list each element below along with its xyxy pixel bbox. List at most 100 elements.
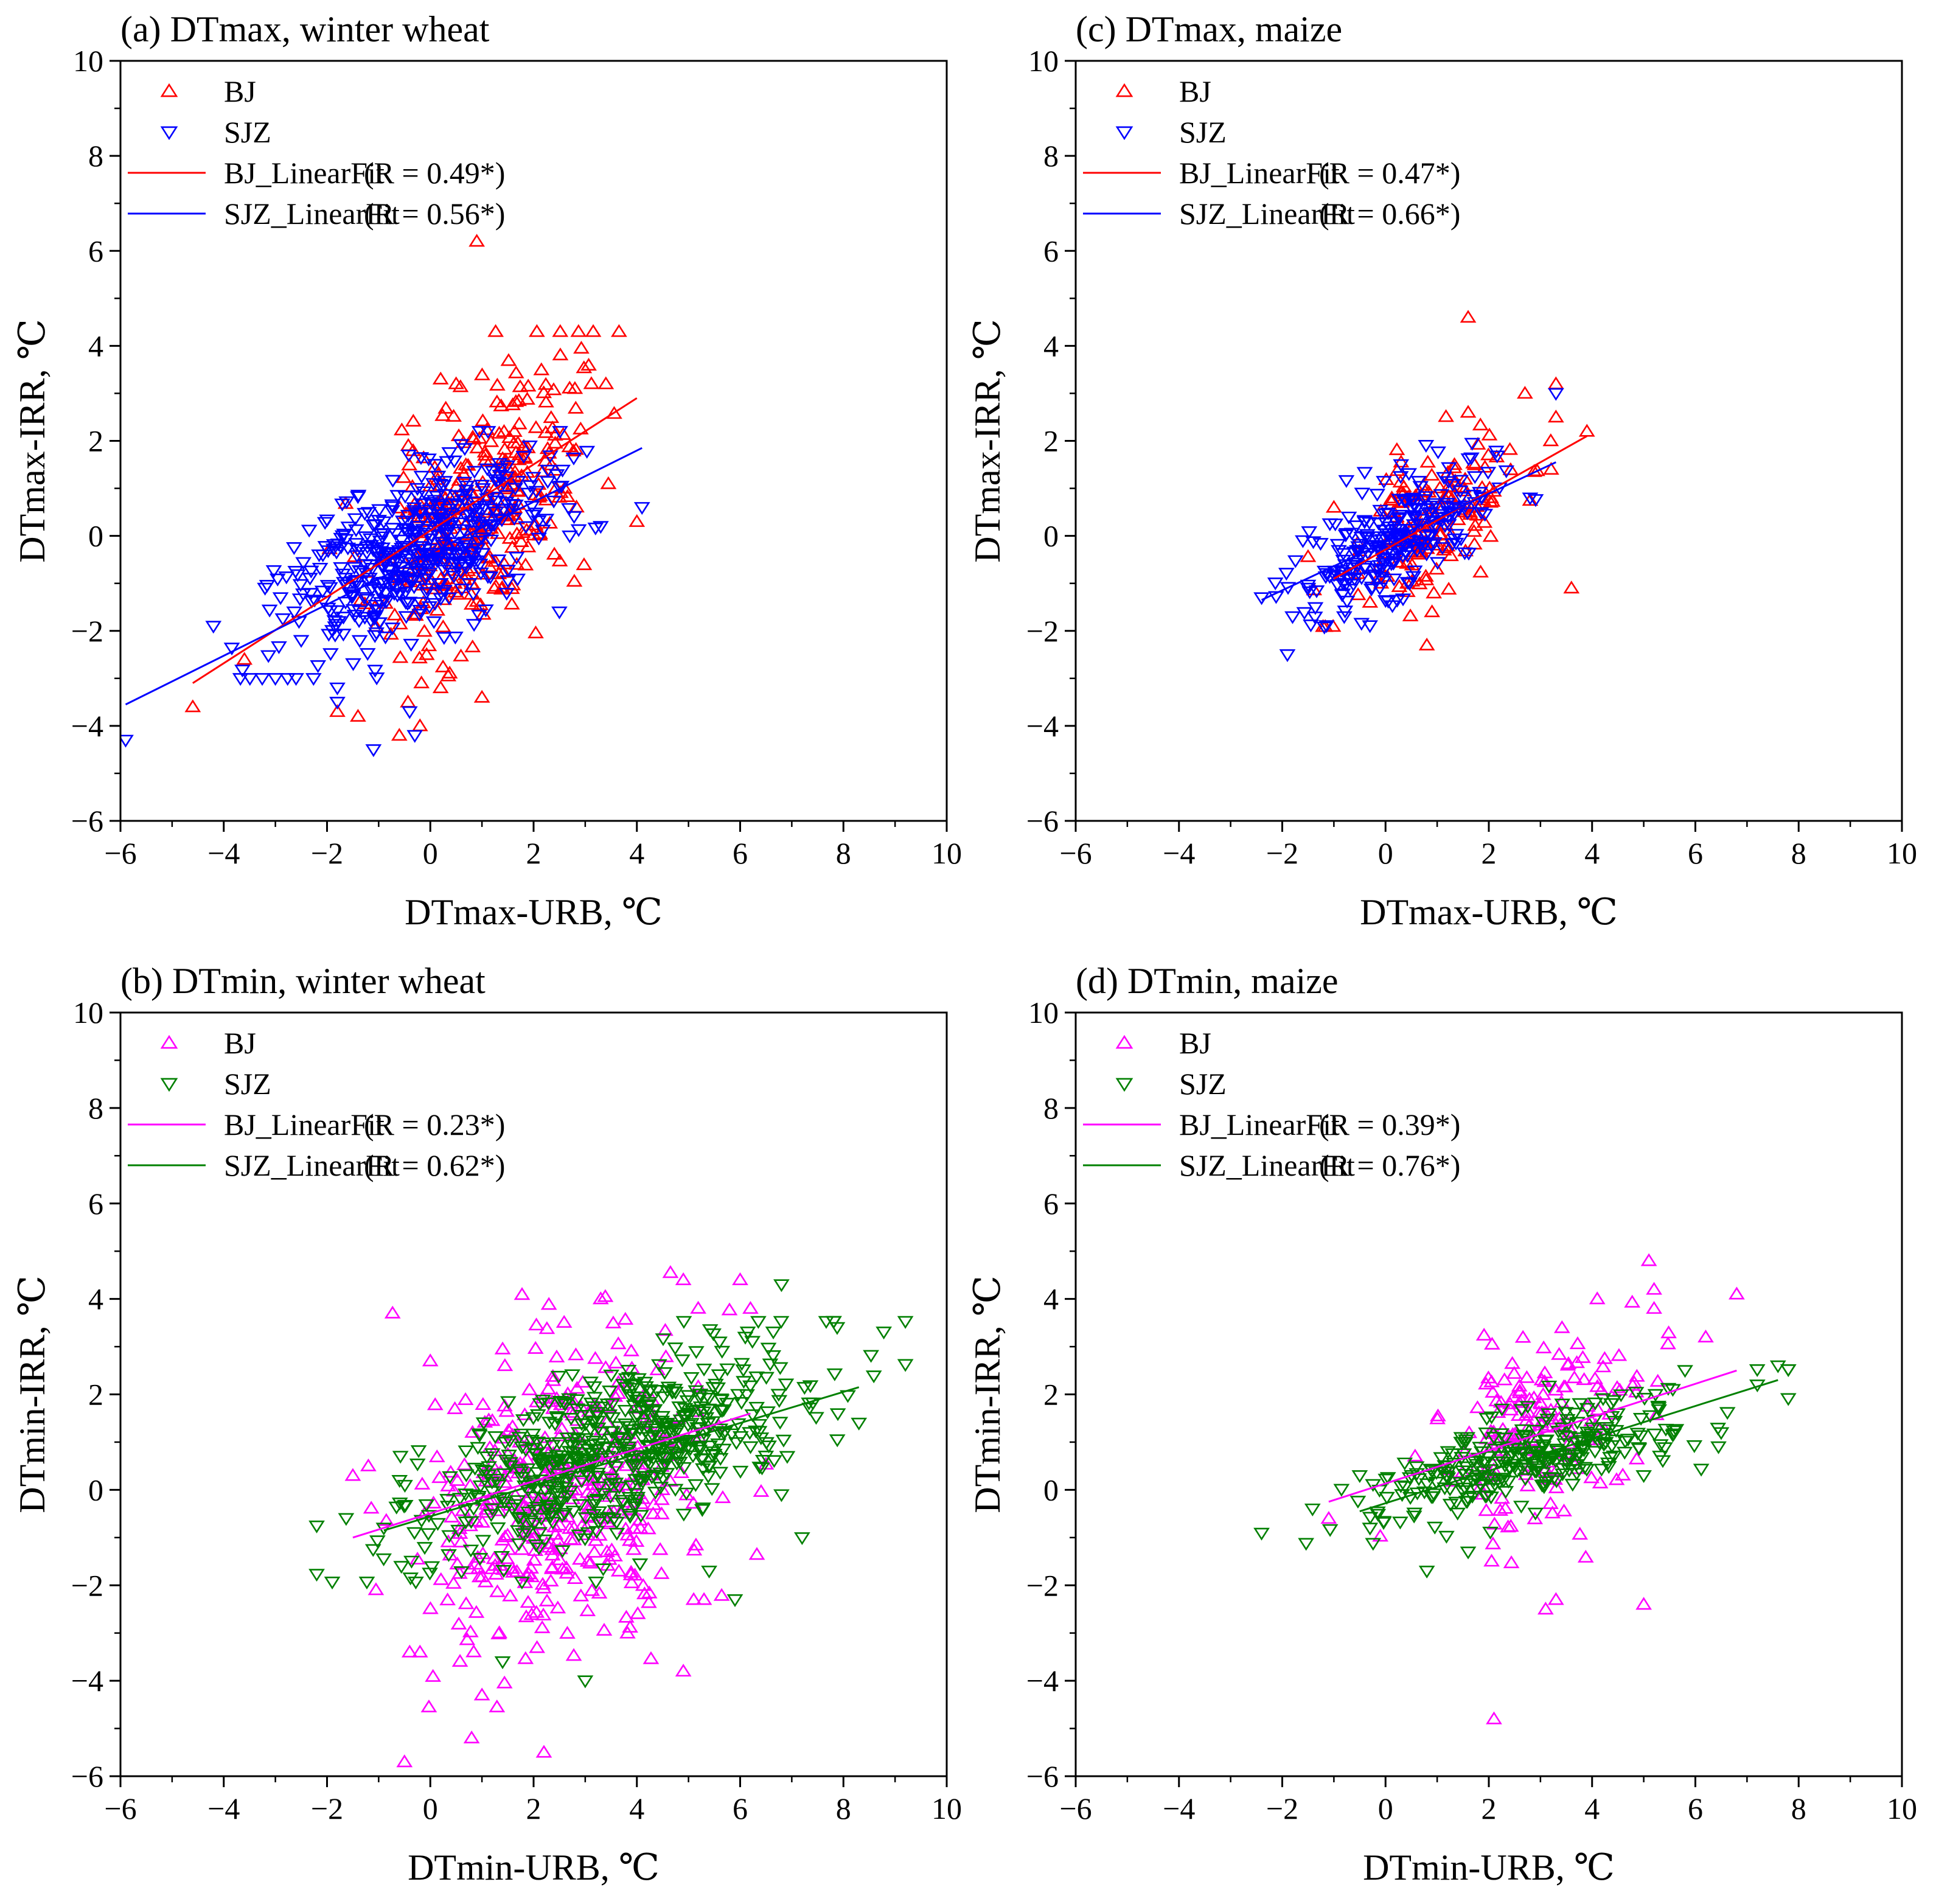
point-sjz-b: [635, 1476, 652, 1490]
point-sjz-a: [399, 598, 416, 611]
point-bj-c: [1440, 582, 1457, 595]
point-sjz-a: [545, 495, 562, 509]
point-bj-b: [641, 1595, 657, 1608]
point-bj-a: [519, 391, 535, 405]
point-sjz-a: [371, 617, 388, 630]
point-bj-b: [445, 1575, 462, 1589]
point-bj-d: [1519, 1370, 1535, 1383]
legend-label-sjz: SJZ: [1179, 1067, 1227, 1101]
point-sjz-a: [484, 503, 501, 517]
point-sjz-c: [1303, 619, 1319, 633]
point-bj-d: [1485, 1384, 1501, 1398]
legend-c: BJ SJZ BJ_LinearFit(R = 0.47*) SJZ_LinearFi…: [1083, 74, 1460, 231]
point-bj-a: [583, 376, 600, 389]
point-sjz-b: [678, 1487, 695, 1501]
point-sjz-b: [679, 1442, 696, 1455]
point-sjz-b: [541, 1417, 558, 1430]
point-bj-c: [1502, 462, 1519, 475]
point-sjz-a: [437, 529, 453, 542]
point-sjz-a: [401, 573, 417, 586]
point-bj-b: [496, 1675, 513, 1689]
point-sjz-a: [415, 563, 432, 577]
point-sjz-a: [473, 479, 490, 493]
point-sjz-b: [496, 1468, 513, 1482]
point-bj-d: [1503, 1555, 1520, 1569]
point-bj-d: [1492, 1395, 1509, 1408]
point-sjz-c: [1329, 579, 1346, 592]
y-axis-label-c: DTmax-IRR, ℃: [967, 319, 1008, 562]
point-sjz-a: [540, 464, 556, 478]
y-axis-label-a: DTmax-IRR, ℃: [12, 319, 52, 562]
point-sjz-a: [479, 426, 496, 439]
point-bj-b: [486, 1551, 503, 1564]
point-bj-d: [1542, 1496, 1559, 1509]
fit-line-sjz-linearfit-b: [383, 1386, 860, 1532]
point-bj-a: [432, 371, 449, 385]
point-sjz-a: [371, 504, 388, 517]
point-bj-a: [413, 675, 430, 689]
point-sjz-a: [338, 496, 355, 509]
point-sjz-c: [1391, 493, 1408, 507]
point-sjz-c: [1331, 545, 1347, 558]
point-bj-d: [1587, 1371, 1603, 1384]
legend-label-bj: BJ: [1179, 1026, 1211, 1060]
point-sjz-a: [490, 554, 507, 568]
point-sjz-a: [531, 532, 547, 546]
point-bj-a: [422, 478, 439, 492]
point-bj-d: [1469, 1400, 1486, 1414]
point-sjz-b: [531, 1543, 548, 1556]
point-bj-a: [535, 385, 552, 399]
point-bj-b: [632, 1512, 649, 1526]
point-sjz-b: [418, 1499, 435, 1512]
point-sjz-a: [352, 565, 369, 579]
point-bj-a: [440, 668, 457, 682]
point-sjz-a: [492, 469, 508, 483]
point-bj-b: [587, 1533, 604, 1546]
point-sjz-d: [1377, 1473, 1395, 1487]
point-sjz-b: [458, 1469, 475, 1482]
x-tick-label: 0: [423, 1791, 438, 1826]
point-bj-b: [610, 1336, 627, 1350]
point-bj-a: [482, 434, 500, 447]
point-sjz-a: [357, 612, 373, 625]
point-sjz-d: [1457, 1482, 1474, 1496]
point-bj-b: [499, 1527, 516, 1541]
x-tick-label: 4: [1584, 1791, 1600, 1826]
point-sjz-b: [652, 1482, 669, 1495]
x-tick-label: −6: [104, 836, 136, 870]
y-tick-label: −4: [71, 1664, 103, 1698]
point-sjz-b: [675, 1508, 692, 1522]
point-bj-a: [487, 324, 504, 337]
point-bj-a: [597, 376, 615, 389]
point-sjz-b: [620, 1365, 637, 1378]
point-sjz-b: [589, 1468, 606, 1481]
point-sjz-a: [274, 613, 291, 627]
point-bj-b: [496, 1358, 514, 1372]
point-bj-c: [1418, 572, 1435, 585]
point-sjz-d: [1554, 1463, 1571, 1476]
point-bj-d: [1532, 1395, 1549, 1409]
y-tick-label: 10: [1028, 44, 1059, 78]
point-sjz-b: [656, 1367, 673, 1380]
point-bj-d: [1577, 1549, 1594, 1563]
x-tick-label: −6: [104, 1791, 136, 1826]
point-bj-c: [1404, 557, 1421, 571]
point-bj-d: [1597, 1351, 1613, 1364]
point-bj-a: [464, 639, 481, 653]
point-sjz-c: [1318, 620, 1335, 633]
point-sjz-d: [1570, 1463, 1587, 1477]
point-sjz-a: [322, 605, 339, 618]
point-sjz-d: [1452, 1477, 1469, 1490]
point-bj-b: [675, 1272, 692, 1285]
point-sjz-c: [1472, 487, 1488, 500]
point-sjz-a: [443, 548, 460, 561]
point-bj-b: [425, 1669, 442, 1682]
point-bj-b: [636, 1586, 653, 1600]
point-sjz-a: [292, 579, 309, 592]
point-sjz-a: [359, 648, 376, 661]
point-bj-b: [490, 1626, 507, 1639]
point-sjz-d: [1527, 1507, 1544, 1521]
point-bj-b: [599, 1544, 615, 1557]
point-sjz-c: [1279, 649, 1296, 663]
